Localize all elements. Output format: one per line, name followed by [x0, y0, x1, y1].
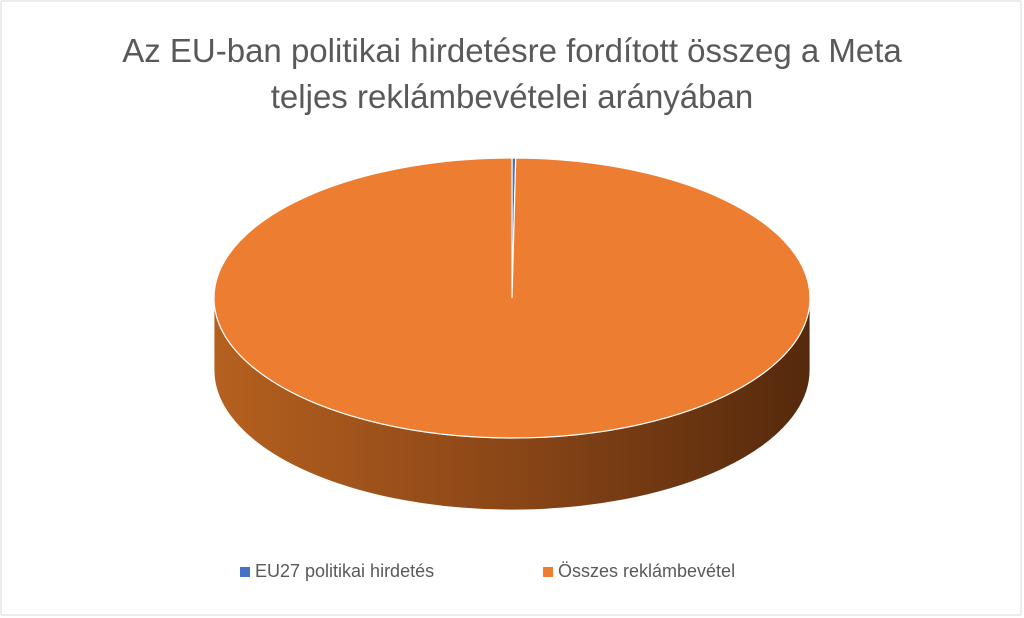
legend-label: Összes reklámbevétel — [558, 561, 735, 581]
legend-swatch — [240, 567, 250, 577]
chart-title: Az EU-ban politikai hirdetésre fordított… — [122, 32, 902, 115]
legend-label: EU27 politikai hirdetés — [255, 561, 434, 581]
pie-slice — [213, 157, 811, 511]
slice-top — [213, 157, 811, 439]
legend-swatch — [543, 567, 553, 577]
